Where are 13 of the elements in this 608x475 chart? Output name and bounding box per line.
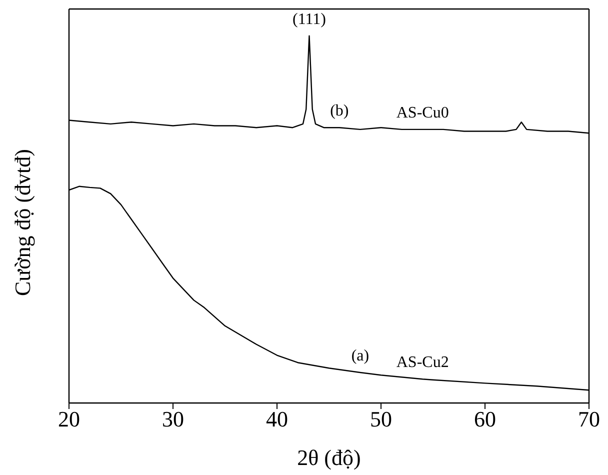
annotation: (111) <box>292 10 326 28</box>
annotation: (a) <box>351 348 370 365</box>
x-tick-label: 40 <box>266 406 288 432</box>
y-axis-title: Cường độ (đvtđ) <box>10 149 35 296</box>
x-tick-label: 20 <box>58 406 80 432</box>
x-tick-label: 30 <box>162 406 184 432</box>
annotation: AS-Cu0 <box>396 104 449 122</box>
annotation: AS-Cu2 <box>396 354 449 372</box>
x-tick-label: 50 <box>370 406 392 432</box>
x-tick-label: 60 <box>474 406 496 432</box>
x-tick-label: 70 <box>578 406 600 432</box>
annotation: (b) <box>330 102 349 120</box>
x-axis-title: 2θ (độ) <box>297 445 361 470</box>
